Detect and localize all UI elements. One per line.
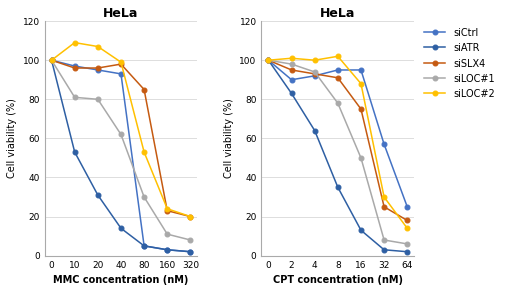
- Title: HeLa: HeLa: [104, 7, 139, 20]
- X-axis label: MMC concentration (nM): MMC concentration (nM): [53, 275, 189, 285]
- Y-axis label: Cell viability (%): Cell viability (%): [224, 98, 234, 178]
- Title: HeLa: HeLa: [320, 7, 356, 20]
- X-axis label: CPT concentration (nM): CPT concentration (nM): [273, 275, 403, 285]
- Legend: siCtrl, siATR, siSLX4, siLOC#1, siLOC#2: siCtrl, siATR, siSLX4, siLOC#1, siLOC#2: [422, 26, 497, 101]
- Y-axis label: Cell viability (%): Cell viability (%): [7, 98, 17, 178]
